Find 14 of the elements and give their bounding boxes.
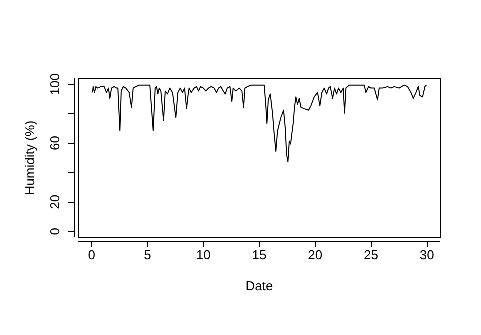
- y-tick-label: 20: [48, 194, 62, 210]
- y-axis-title: Humidity (%): [22, 120, 38, 196]
- x-tick-label: 25: [364, 248, 378, 262]
- x-tick-label: 30: [420, 248, 434, 262]
- y-tick-label: 0: [48, 228, 62, 236]
- y-tick-label: 60: [48, 136, 62, 151]
- x-tick-label: 15: [252, 248, 267, 262]
- line-series: [92, 84, 428, 162]
- x-tick-label: 0: [88, 248, 96, 262]
- y-tick-label: 100: [48, 74, 62, 96]
- x-tick-label: 5: [144, 248, 152, 262]
- x-tick-label: 20: [308, 248, 323, 262]
- x-axis-title: Date: [246, 278, 274, 294]
- x-tick-label: 10: [196, 248, 211, 262]
